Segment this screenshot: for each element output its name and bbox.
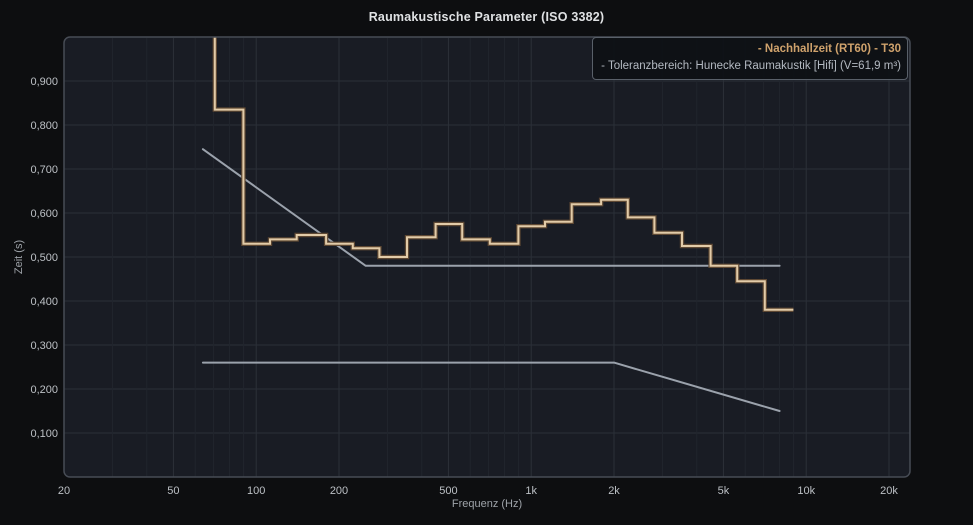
y-tick-label: 0,300 bbox=[30, 340, 58, 352]
y-axis-title: Zeit (s) bbox=[13, 239, 25, 275]
t30-curve bbox=[187, 37, 794, 311]
y-tick-label: 0,800 bbox=[30, 120, 58, 132]
plot-border bbox=[63, 36, 911, 478]
y-tick-label: 0,100 bbox=[30, 428, 58, 440]
y-tick-label: 0,500 bbox=[30, 252, 58, 264]
tolerance-upper-line bbox=[201, 148, 781, 267]
x-tick-label: 500 bbox=[439, 485, 457, 497]
x-axis-title: Frequenz (Hz) bbox=[451, 498, 523, 510]
x-tick-label: 5k bbox=[718, 485, 730, 497]
x-tick-label: 10k bbox=[797, 485, 815, 497]
tolerance-lower-line bbox=[201, 361, 781, 412]
x-tick-label: 20 bbox=[58, 485, 70, 497]
y-tick-label: 0,200 bbox=[30, 384, 58, 396]
legend-item-tolerance: - Toleranzbereich: Hunecke Raumakustik [… bbox=[601, 60, 901, 72]
x-tick-label: 50 bbox=[167, 485, 179, 497]
y-tick-label: 0,900 bbox=[30, 76, 58, 88]
x-tick-label: 100 bbox=[247, 485, 265, 497]
series-layer bbox=[187, 37, 794, 412]
x-tick-label: 20k bbox=[880, 485, 898, 497]
chart-title: Raumakustische Parameter (ISO 3382) bbox=[368, 10, 605, 24]
x-tick-label: 2k bbox=[608, 485, 620, 497]
x-tick-label: 200 bbox=[330, 485, 348, 497]
y-tick-label: 0,600 bbox=[30, 208, 58, 220]
legend: - Nachhallzeit (RT60) - T30 - Toleranzbe… bbox=[592, 37, 908, 80]
y-tick-label: 0,700 bbox=[30, 164, 58, 176]
y-tick-label: 0,400 bbox=[30, 296, 58, 308]
x-tick-label: 1k bbox=[525, 485, 537, 497]
legend-item-t30: - Nachhallzeit (RT60) - T30 bbox=[757, 43, 901, 55]
